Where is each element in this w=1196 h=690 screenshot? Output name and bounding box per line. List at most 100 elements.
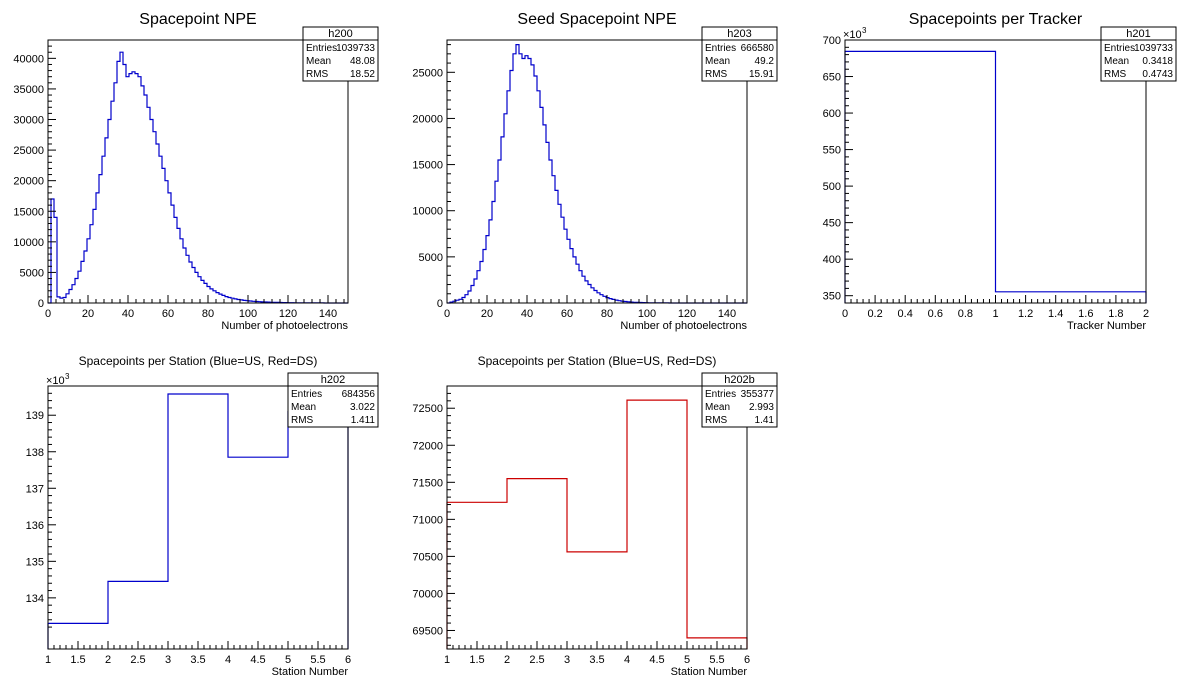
y-tick-label: 71500: [412, 477, 443, 489]
histogram-h202b: Spacepoints per Station (Blue=US, Red=DS…: [412, 354, 778, 678]
x-tick-label: 3.5: [190, 654, 205, 666]
y-tick-label: 69500: [412, 625, 443, 637]
y-tick-label: 10000: [13, 237, 44, 249]
chart-title: Spacepoint NPE: [139, 11, 256, 28]
x-tick-label: 2: [105, 654, 111, 666]
x-tick-label: 3: [564, 654, 570, 666]
stats-mean-value: 3.022: [350, 402, 375, 413]
stats-mean-label: Mean: [705, 402, 730, 413]
stats-rms-label: RMS: [705, 415, 728, 426]
stats-rms-label: RMS: [1104, 69, 1127, 80]
x-tick-label: 20: [82, 308, 94, 320]
stats-entries-value: 1039733: [1134, 43, 1173, 54]
y-tick-label: 0: [437, 298, 443, 310]
x-tick-label: 40: [122, 308, 134, 320]
x-tick-label: 2: [504, 654, 510, 666]
x-tick-label: 5.5: [310, 654, 325, 666]
x-tick-label: 0.8: [958, 308, 973, 320]
x-tick-label: 0: [842, 308, 848, 320]
stats-name: h201: [1126, 28, 1150, 40]
x-tick-label: 6: [345, 654, 351, 666]
y-tick-label: 134: [26, 593, 44, 605]
y-tick-label: 25000: [412, 67, 443, 79]
stats-rms-value: 1.41: [755, 415, 775, 426]
stats-entries-value: 684356: [342, 389, 376, 400]
x-tick-label: 60: [162, 308, 174, 320]
x-tick-label: 0: [444, 308, 450, 320]
y-tick-label: 20000: [412, 113, 443, 125]
y-tick-label: 550: [823, 145, 841, 157]
stats-rms-value: 15.91: [749, 69, 774, 80]
y-exponent-power: 3: [65, 372, 70, 381]
stats-entries-value: 1039733: [336, 43, 375, 54]
x-tick-label: 4: [225, 654, 231, 666]
stats-box: h203 Entries 666580 Mean 49.2 RMS 15.91: [701, 26, 778, 82]
histogram-h203: Seed Spacepoint NPE 0 20 40 60 80 100 120 140 0 50…: [412, 11, 778, 332]
stats-mean-label: Mean: [291, 402, 316, 413]
stats-rms-value: 0.4743: [1142, 69, 1173, 80]
stats-mean-value: 48.08: [350, 56, 375, 67]
y-tick-label: 600: [823, 108, 841, 120]
x-tick-label: 20: [481, 308, 493, 320]
plot-frame: [47, 39, 349, 304]
y-tick-label: 35000: [13, 84, 44, 96]
x-tick-label: 1.5: [469, 654, 484, 666]
y-exponent-label: ×10: [46, 375, 65, 387]
y-tick-label: 0: [38, 298, 44, 310]
x-tick-label: 1.2: [1018, 308, 1033, 320]
x-axis-label: Station Number: [272, 666, 349, 678]
y-tick-label: 25000: [13, 145, 44, 157]
x-tick-label: 100: [239, 308, 257, 320]
histogram-line: [446, 399, 748, 649]
stats-rms-value: 1.411: [351, 415, 376, 426]
y-tick-label: 5000: [419, 252, 443, 264]
stats-entries-label: Entries: [291, 389, 322, 400]
x-tick-label: 1.6: [1078, 308, 1093, 320]
x-tick-label: 0.4: [898, 308, 913, 320]
x-tick-label: 3.5: [589, 654, 604, 666]
plot-frame: [446, 39, 748, 304]
y-tick-label: 72000: [412, 440, 443, 452]
x-axis-label: Number of photoelectrons: [620, 320, 747, 332]
x-tick-label: 0.6: [928, 308, 943, 320]
x-axis-label: Tracker Number: [1067, 320, 1146, 332]
y-tick-label: 20000: [13, 176, 44, 188]
y-tick-label: 70500: [412, 551, 443, 563]
y-tick-label: 700: [823, 35, 841, 47]
x-tick-label: 5: [684, 654, 690, 666]
x-tick-label: 140: [718, 308, 736, 320]
stats-entries-label: Entries: [705, 43, 736, 54]
y-tick-label: 72500: [412, 403, 443, 415]
x-tick-label: 40: [521, 308, 533, 320]
y-tick-label: 350: [823, 291, 841, 303]
x-axis-label: Number of photoelectrons: [221, 320, 348, 332]
y-tick-label: 5000: [20, 267, 44, 279]
stats-entries-value: 666580: [741, 43, 775, 54]
stats-name: h202: [321, 374, 345, 386]
stats-mean-label: Mean: [306, 56, 331, 67]
y-tick-label: 137: [26, 483, 44, 495]
stats-mean-label: Mean: [1104, 56, 1129, 67]
x-tick-label: 1.5: [70, 654, 85, 666]
y-tick-label: 400: [823, 254, 841, 266]
x-tick-label: 4.5: [250, 654, 265, 666]
x-tick-label: 1.4: [1048, 308, 1063, 320]
stats-name: h202b: [724, 374, 755, 386]
x-tick-label: 1: [992, 308, 998, 320]
stats-mean-value: 0.3418: [1142, 56, 1173, 67]
x-axis-label: Station Number: [671, 666, 748, 678]
stats-mean-value: 49.2: [755, 56, 775, 67]
histogram-h200: Spacepoint NPE 0 20 40 60 80 100 120 140 0 5000 100…: [13, 11, 379, 332]
y-tick-label: 650: [823, 72, 841, 84]
y-tick-label: 15000: [13, 206, 44, 218]
y-tick-label: 135: [26, 556, 44, 568]
x-tick-label: 80: [202, 308, 214, 320]
y-exponent-power: 3: [862, 26, 867, 35]
x-tick-label: 4: [624, 654, 630, 666]
x-tick-label: 5: [285, 654, 291, 666]
y-tick-label: 500: [823, 181, 841, 193]
y-tick-label: 40000: [13, 53, 44, 65]
y-tick-label: 10000: [412, 206, 443, 218]
